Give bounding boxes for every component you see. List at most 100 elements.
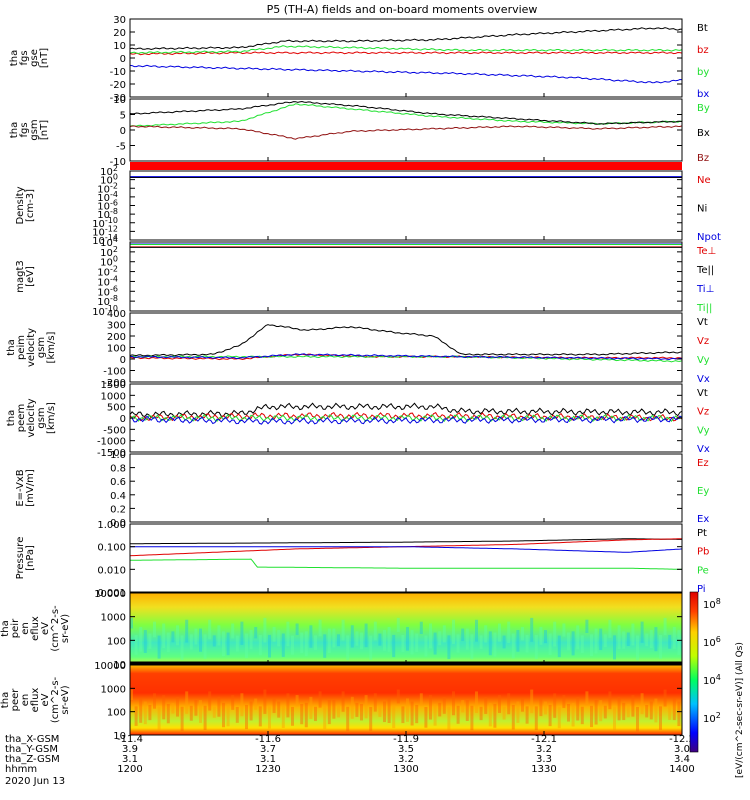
colorbar-label: [eV/(cm^2-sec-sr-eV)] (All Qs)	[735, 642, 745, 778]
spectrogram-cell	[534, 634, 538, 660]
spectrogram-cell	[194, 700, 198, 716]
xaxis-row-label: tha_Z-GSM	[5, 754, 60, 765]
date-label: 2020 Jun 13	[5, 776, 65, 787]
colorbar-tick-label: 108	[703, 597, 721, 611]
separator-band	[130, 162, 682, 170]
legend-by: by	[697, 67, 709, 78]
spectrogram-cell	[134, 634, 138, 655]
series-by	[129, 45, 683, 55]
spectrogram-cell	[364, 623, 368, 648]
spectrogram-cell	[649, 630, 653, 649]
ylabel-line: sr-eV)	[60, 614, 71, 643]
ylabel-line: gse	[29, 49, 40, 67]
xaxis-value: 3.1	[122, 754, 138, 765]
spectrogram-cell	[295, 695, 299, 707]
colorbar: 108 106 104 102 [eV/(cm^2-sec-sr-eV)] (All …	[689, 591, 745, 778]
spectrogram-cell	[410, 630, 414, 655]
panel-frame	[129, 241, 683, 312]
spectrogram-cell	[617, 696, 621, 721]
ytick-label: 0.6	[110, 477, 126, 488]
spectrogram-cell	[369, 706, 373, 731]
spectrogram-cell	[323, 634, 327, 658]
xaxis-value: 3.1	[260, 754, 276, 765]
spectrogram-cell	[668, 706, 672, 720]
spectrogram-cell	[470, 634, 474, 660]
spectrogram-cell	[608, 619, 612, 638]
ylabel-line: tha	[6, 410, 17, 426]
legend-vt: Vt	[697, 388, 708, 399]
spectrogram-cell	[668, 634, 672, 649]
ylabel-line: (cm^2-s-	[50, 676, 61, 723]
spectrogram-cell	[194, 628, 198, 645]
series-pi	[130, 546, 683, 553]
ytick-label: 0.4	[110, 491, 126, 502]
x-axis-labels: tha_X-GSM -11.4 -11.6 -11.9 -12.1 -12.2 tha_Y-…	[5, 734, 695, 775]
spectrogram-cell	[396, 617, 400, 632]
legend-ex: Ex	[697, 514, 709, 525]
spectrogram-cell	[613, 706, 616, 731]
ylabel-line: E=-VxB	[15, 469, 26, 506]
xaxis-row-label: hhmm	[5, 764, 37, 775]
spectrogram-cell	[337, 634, 340, 647]
spectrogram-cell	[231, 623, 235, 639]
ytick-label: 0.001	[97, 588, 126, 599]
xaxis-value: 3.5	[398, 744, 414, 755]
spectrogram-cell	[452, 691, 455, 716]
spectrogram-cell	[406, 626, 409, 651]
ytick-label: -500	[103, 425, 126, 436]
spectrogram-cell	[281, 633, 285, 657]
ylabel-line: fgs	[19, 122, 30, 137]
colorbar-tick-label: 104	[703, 673, 721, 687]
spectrogram-cell	[217, 696, 221, 717]
spectrogram-cell	[355, 702, 359, 717]
spectrogram-cell	[521, 698, 524, 712]
xaxis-value: 1200	[117, 764, 142, 775]
legend-ni: Ni	[697, 204, 707, 215]
ylabel-line: [nT]	[39, 48, 50, 68]
spectrogram-cell	[677, 701, 681, 727]
spectrogram-cell	[235, 706, 239, 723]
spectrogram-cell	[672, 626, 676, 649]
spectrogram-cell	[562, 695, 566, 708]
xaxis-value: -11.4	[117, 734, 143, 745]
spectrogram-cell	[525, 634, 529, 653]
spectrogram-cell	[240, 693, 244, 717]
spectrogram-cell	[291, 635, 294, 655]
legend-vz: Vz	[697, 407, 709, 418]
spectrogram-cell	[415, 633, 419, 652]
xaxis-value: 3.9	[122, 744, 138, 755]
spectrogram-cell	[309, 696, 313, 719]
spectrogram-cell	[410, 701, 414, 726]
spectrogram-cell	[277, 701, 281, 718]
ylabel-line: [eV]	[25, 266, 36, 287]
spectrogram-cell	[383, 630, 386, 651]
xaxis-value: -12.2	[669, 734, 695, 745]
spectrogram-cell	[442, 696, 446, 714]
colorbar-ticks: 108 106 104 102	[703, 597, 721, 725]
spectrogram-cell	[263, 617, 267, 643]
spectrogram-cell	[433, 632, 437, 655]
ylabel-line: magt3	[15, 260, 26, 293]
spectrogram-cell	[557, 635, 561, 658]
panel-9: tha peir en eflux eV (cm^2-s-sr-eV) 10000 1000 1…	[0, 589, 683, 671]
spectrogram-cell	[622, 631, 626, 649]
spectrogram-cell	[258, 706, 262, 727]
series-bx	[129, 64, 683, 84]
panel-4: magt3 [eV]10410210010-210-410-610-810-10T…	[15, 235, 716, 318]
spectrogram-cell	[235, 635, 239, 652]
ytick-label: 100	[107, 708, 126, 719]
spectrogram-cell	[626, 703, 630, 718]
spectrogram-cell	[249, 630, 253, 650]
spectrogram-cell	[176, 625, 179, 646]
spectrogram-cell	[157, 635, 161, 659]
panel-3: Density [cm-3]10210010-210-410-610-810-10…	[15, 164, 721, 247]
spectrogram-cell	[636, 706, 639, 732]
ytick-label: 0.0	[110, 518, 126, 529]
spectrogram-cell	[332, 628, 336, 648]
spectrogram-cell	[166, 703, 170, 724]
ytick-label: -100	[103, 367, 126, 378]
spectrogram-cell	[281, 704, 285, 728]
spectrogram-cell	[337, 705, 340, 718]
ytick-label: 1.0	[110, 450, 126, 461]
